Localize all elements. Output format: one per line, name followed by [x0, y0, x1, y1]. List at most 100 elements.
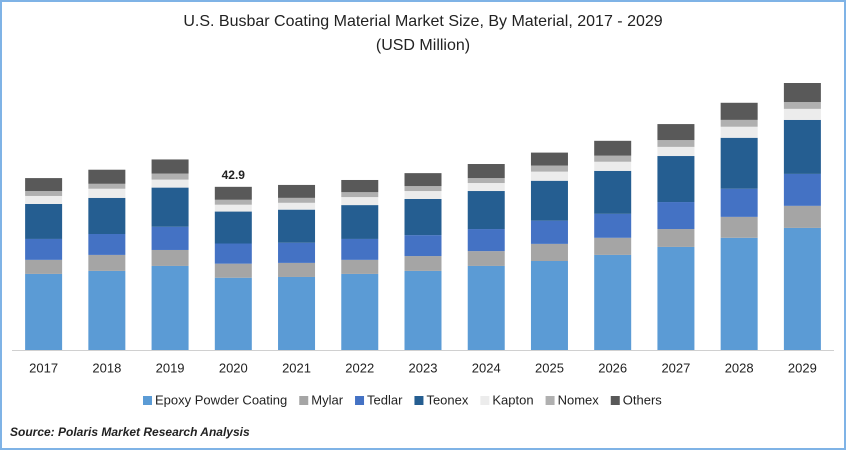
bar-segment	[594, 254, 632, 350]
bar-segment	[467, 251, 505, 266]
x-tick-label: 2021	[282, 360, 311, 375]
bar-segment	[341, 197, 379, 206]
bar-segment	[530, 165, 568, 172]
total-label: 42.9	[222, 168, 246, 182]
bar-segment	[25, 273, 63, 350]
legend-swatch	[545, 396, 555, 405]
bar-segment	[530, 220, 568, 244]
x-tick-label: 2027	[661, 360, 690, 375]
bar-segment	[341, 238, 379, 260]
bar-segment	[404, 270, 442, 350]
bar-segment	[404, 199, 442, 236]
bar-segment	[88, 270, 126, 350]
bar-segment	[657, 146, 695, 157]
bar-segment	[278, 242, 316, 263]
legend-swatch	[480, 396, 490, 405]
bar-segment	[594, 237, 632, 255]
bar-segment	[25, 178, 63, 192]
bar-segment	[783, 227, 821, 350]
bar-segment	[278, 276, 316, 350]
bar-segment	[25, 191, 63, 196]
source: Source: Polaris Market Research Analysis	[10, 425, 250, 439]
bar-segment	[88, 183, 126, 189]
bar-segment	[783, 108, 821, 120]
bar-segment	[783, 119, 821, 174]
bar-segment	[720, 188, 758, 217]
bar-segment	[25, 259, 63, 274]
bar-segment	[594, 213, 632, 238]
bar-segment	[151, 173, 189, 180]
bar-segment	[25, 238, 63, 260]
bar-segment	[214, 277, 252, 350]
bar-segment	[88, 254, 126, 271]
bar-segment	[151, 179, 189, 188]
bar-segment	[214, 263, 252, 278]
x-tick-label: 2018	[92, 360, 121, 375]
bar-segment	[720, 137, 758, 189]
bar-segment	[657, 124, 695, 141]
bar-segment	[467, 164, 505, 179]
bar-segment	[151, 265, 189, 350]
x-tick-label: 2017	[29, 360, 58, 375]
bar-segment	[25, 195, 63, 204]
bar-segment	[783, 173, 821, 206]
chart-subtitle: (USD Million)	[376, 37, 470, 54]
bar-segment	[151, 226, 189, 250]
bar-segment	[594, 155, 632, 162]
x-tick-label: 2029	[788, 360, 817, 375]
bar-segment	[404, 186, 442, 192]
bar-segment	[404, 235, 442, 257]
bar-segment	[657, 246, 695, 350]
bar-segment	[783, 83, 821, 103]
legend-swatch	[414, 396, 424, 405]
bar-segment	[214, 186, 252, 200]
bar-segment	[278, 202, 316, 210]
legend-swatch	[610, 396, 620, 405]
bar-segment	[151, 249, 189, 266]
legend-label: Tedlar	[367, 392, 403, 407]
bar-segment	[530, 152, 568, 166]
bar-segment	[530, 261, 568, 350]
bar-segment	[657, 202, 695, 230]
legend-label: Epoxy Powder Coating	[155, 392, 287, 407]
bar-segment	[657, 140, 695, 147]
bar-segment	[214, 199, 252, 205]
bar-segment	[341, 273, 379, 350]
bar-segment	[467, 191, 505, 230]
x-tick-label: 2019	[156, 360, 185, 375]
legend-swatch	[299, 396, 309, 405]
bar-segment	[783, 205, 821, 228]
bar-segment	[341, 179, 379, 193]
bar-segment	[720, 216, 758, 238]
x-tick-label: 2026	[598, 360, 627, 375]
bar-segment	[341, 205, 379, 239]
bar-segment	[467, 178, 505, 184]
bar-segment	[278, 184, 316, 198]
chart-title: U.S. Busbar Coating Material Market Size…	[183, 13, 662, 30]
bar-segment	[720, 237, 758, 350]
bar-segment	[214, 204, 252, 212]
bar-segment	[25, 203, 63, 239]
x-tick-label: 2022	[345, 360, 374, 375]
bar-segment	[467, 229, 505, 252]
bar-segment	[278, 209, 316, 243]
bar-segment	[404, 256, 442, 271]
bar-segment	[404, 173, 442, 187]
bar-segment	[530, 243, 568, 261]
legend-label: Teonex	[426, 392, 468, 407]
bar-segment	[594, 161, 632, 171]
bar-segment	[467, 183, 505, 192]
bar-segment	[720, 102, 758, 120]
x-tick-label: 2023	[409, 360, 438, 375]
x-tick-label: 2025	[535, 360, 564, 375]
x-tick-label: 2028	[725, 360, 754, 375]
bar-segment	[657, 229, 695, 247]
legend-label: Kapton	[492, 392, 533, 407]
bar-segment	[530, 180, 568, 221]
legend-swatch	[143, 396, 152, 405]
x-tick-label: 2024	[472, 360, 501, 375]
legend-label: Others	[623, 392, 663, 407]
bar-segment	[594, 140, 632, 156]
bar-segment	[530, 171, 568, 181]
